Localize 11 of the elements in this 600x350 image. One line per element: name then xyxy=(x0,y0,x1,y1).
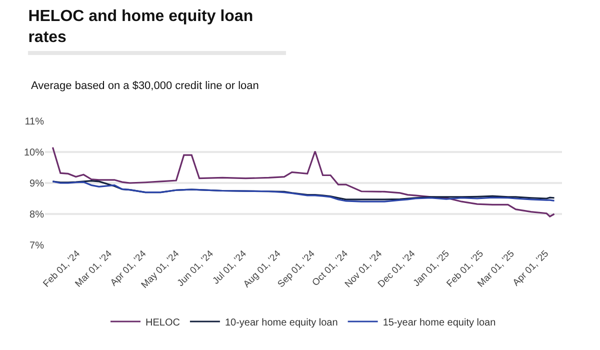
y-tick-label: 11% xyxy=(24,116,44,128)
legend-label: HELOC xyxy=(146,317,180,328)
y-tick-label: 10% xyxy=(24,148,44,158)
legend-label: 10-year home equity loan xyxy=(224,317,338,328)
chart-subtitle: Average based on a $30,000 credit line or loan xyxy=(31,80,259,92)
y-tick-label: 8% xyxy=(30,210,44,220)
chart-title: HELOC and home equity loan rates xyxy=(28,8,254,46)
line-series xyxy=(52,146,556,218)
legend-label: 15-year home equity loan xyxy=(382,317,496,328)
y-tick-label: 9% xyxy=(30,178,44,190)
y-tick-label: 7% xyxy=(30,240,44,252)
